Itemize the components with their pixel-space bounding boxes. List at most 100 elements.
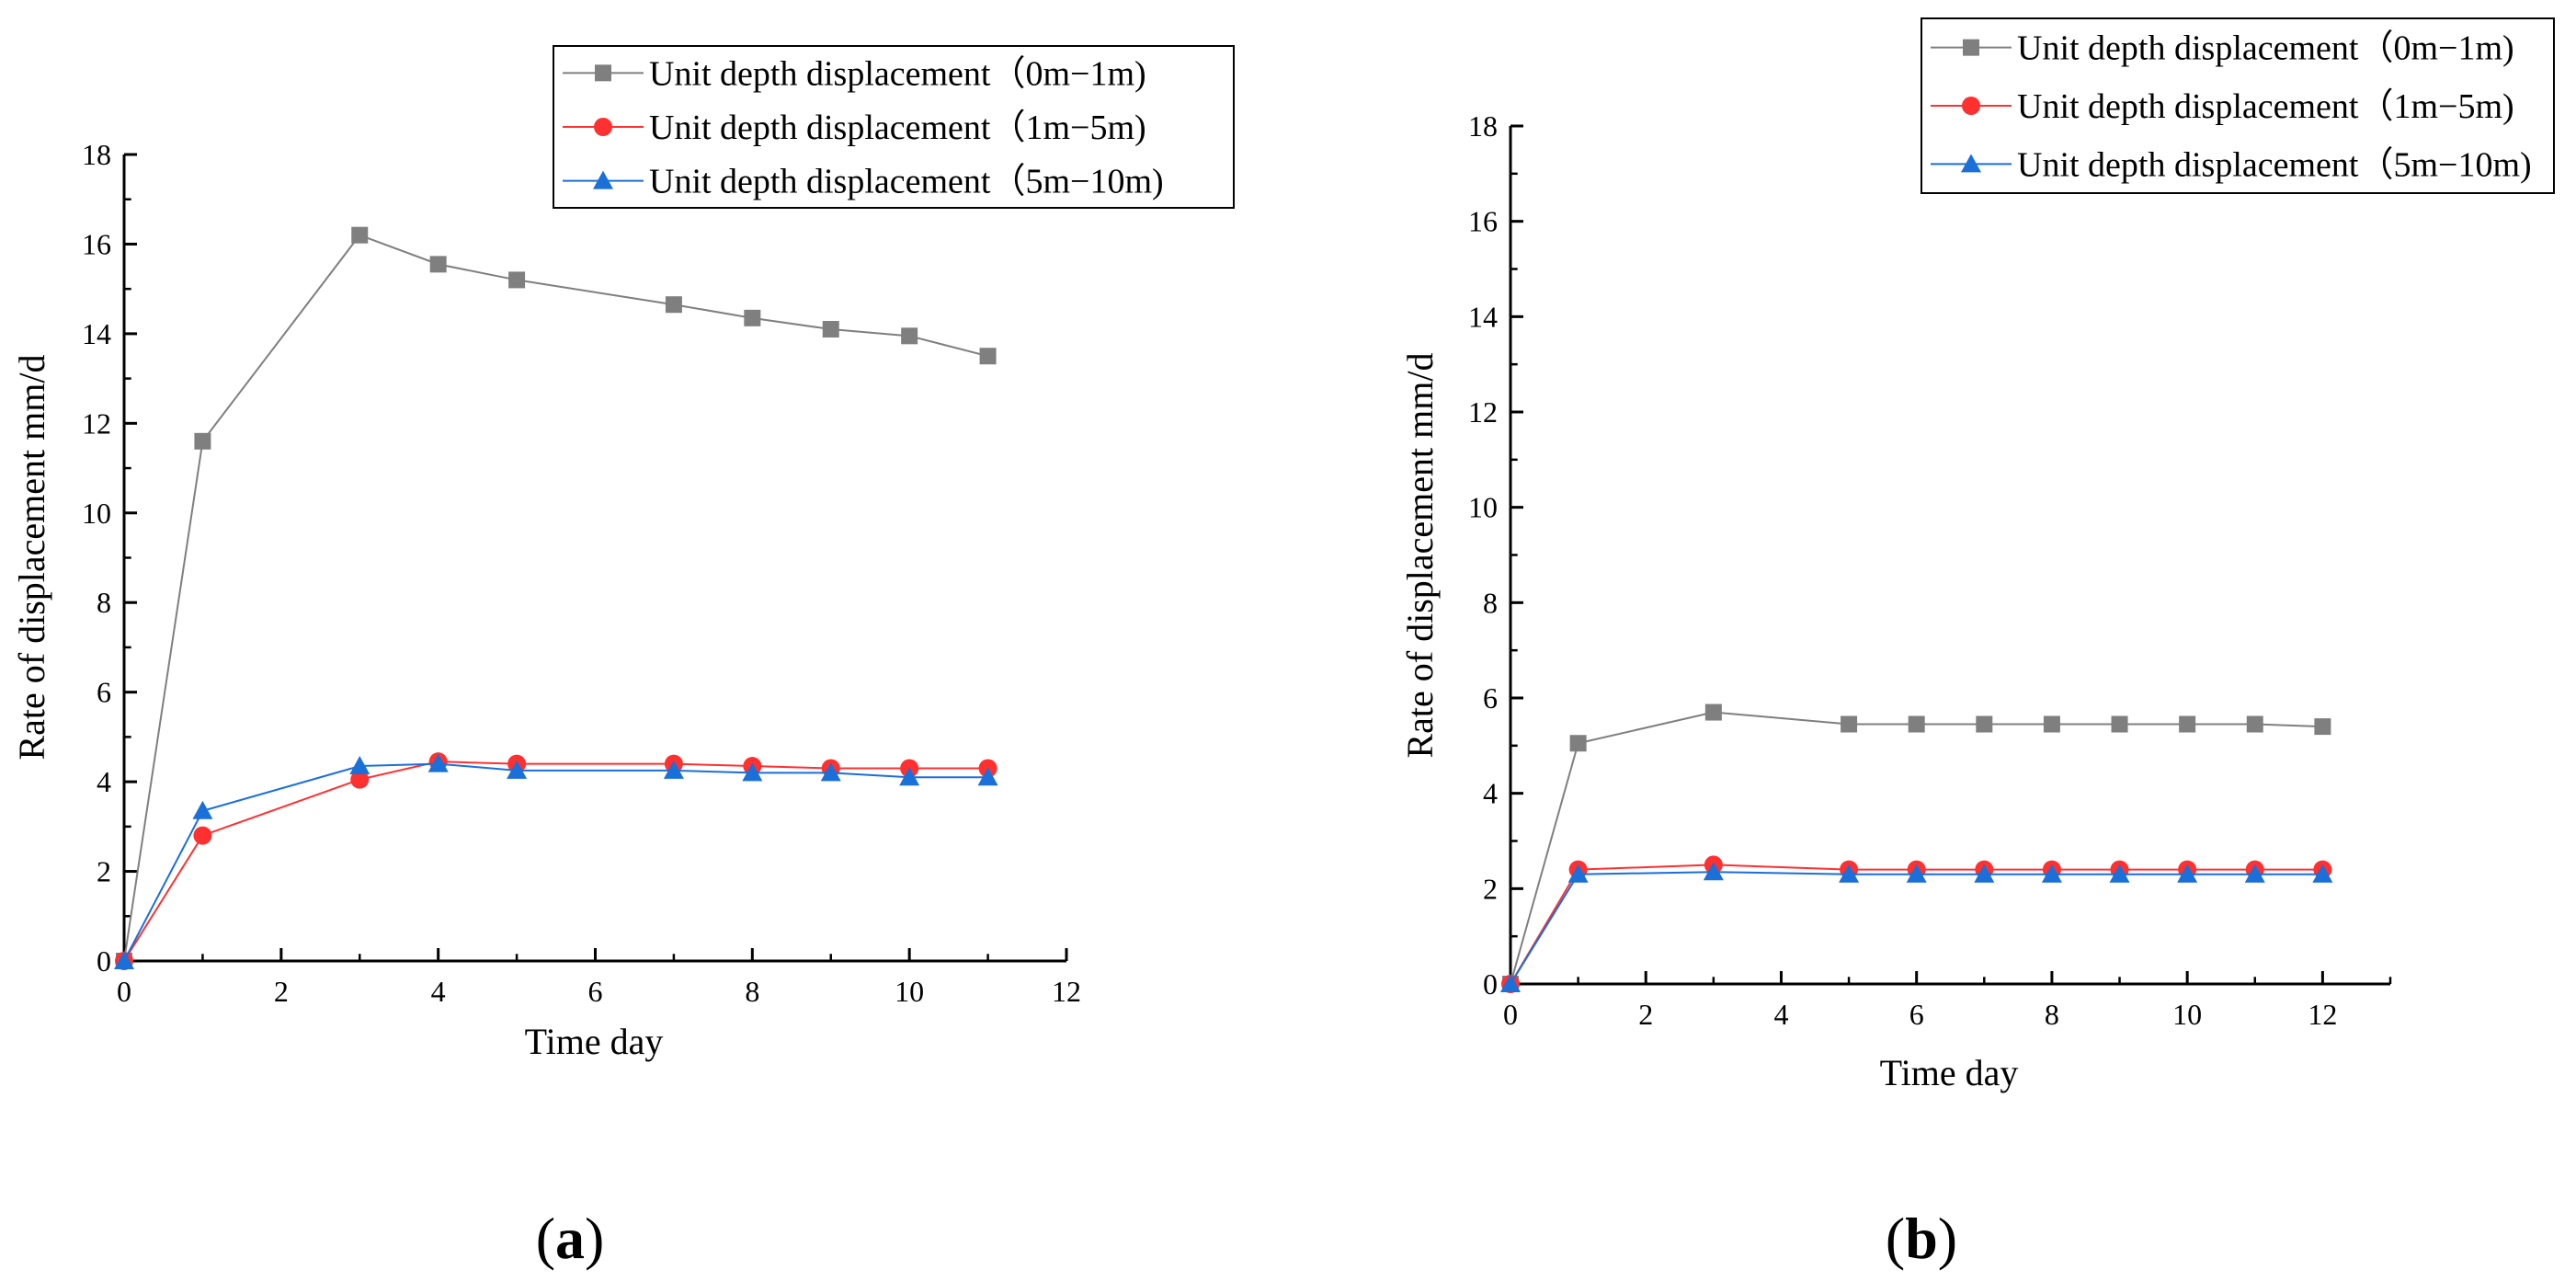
- data-point: [1704, 703, 1722, 721]
- y-tick-label: 16: [1468, 205, 1498, 238]
- legend-item: Unit depth displacement（0m−1m): [563, 54, 1146, 93]
- series-1: [1502, 703, 2331, 992]
- data-point: [1841, 715, 1858, 733]
- legend-label: Unit depth displacement（1m−5m): [2017, 87, 2514, 126]
- y-tick-label: 8: [97, 586, 111, 619]
- legend-label: Unit depth displacement（0m−1m): [649, 54, 1146, 93]
- data-point: [2312, 864, 2333, 883]
- x-tick-label: 2: [274, 975, 289, 1008]
- panel-label-paren: (: [1886, 1206, 1905, 1271]
- y-tick-label: 6: [1483, 681, 1498, 715]
- legend-swatch-marker: [1961, 154, 1981, 173]
- x-tick-label: 6: [588, 975, 603, 1008]
- data-point: [1569, 735, 1587, 752]
- x-tick-label: 12: [2308, 998, 2337, 1031]
- data-point: [822, 321, 839, 338]
- panel-label-paren: ): [585, 1206, 604, 1271]
- legend-label: Unit depth displacement（5m−10m): [2017, 145, 2532, 184]
- data-point: [744, 309, 761, 326]
- data-point: [427, 753, 449, 772]
- x-tick-label: 2: [1638, 998, 1653, 1031]
- data-point: [901, 327, 918, 345]
- chart-panel-a: 0 2 4 6 8 10 12 14 16 18 0 2 4 6 8 10 12 Time day Rate of …: [11, 45, 1235, 1271]
- data-point: [114, 951, 134, 969]
- y-axis-title: Rate of displacement mm/d: [1399, 353, 1441, 759]
- legend-item: Unit depth displacement（0m−1m): [1931, 29, 2514, 68]
- y-tick-label: 12: [82, 406, 111, 440]
- legend-swatch-marker: [593, 170, 613, 189]
- data-point: [1908, 715, 1925, 733]
- legend-swatch-marker: [594, 118, 612, 136]
- y-axis-title: Rate of displacement mm/d: [11, 355, 52, 761]
- panel-label: (a): [536, 1206, 605, 1271]
- data-point: [2246, 715, 2263, 733]
- panel-label-paren: ): [1938, 1206, 1957, 1271]
- series-3: [114, 753, 998, 969]
- data-point: [820, 762, 841, 782]
- data-point: [1500, 974, 1521, 992]
- data-point: [2043, 715, 2060, 733]
- series-line: [123, 761, 988, 962]
- data-point: [977, 767, 998, 786]
- data-point: [507, 760, 528, 779]
- data-point: [2179, 715, 2196, 733]
- x-axis-title: Time day: [1880, 1052, 2019, 1093]
- chart-panel-b: 0 2 4 6 8 10 12 14 16 18 0 2 4 6 8 10 12 Time day Rate of …: [1399, 17, 2555, 1271]
- y-tick-label: 18: [1468, 109, 1498, 143]
- data-point: [663, 760, 684, 779]
- x-axis-title: Time day: [525, 1021, 664, 1062]
- data-point: [2314, 718, 2331, 736]
- legend-label: Unit depth displacement（1m−5m): [649, 109, 1146, 147]
- series-line: [1510, 711, 2323, 985]
- panel-label: (b): [1886, 1206, 1957, 1271]
- y-tick-label: 18: [82, 138, 111, 171]
- y-tick-label: 8: [1483, 586, 1498, 619]
- data-point: [1906, 864, 1927, 883]
- legend-item: Unit depth displacement（1m−5m): [1931, 87, 2514, 126]
- legend-box: [553, 45, 1235, 209]
- legend-item: Unit depth displacement（1m−5m): [563, 109, 1146, 147]
- legend: Unit depth displacement（0m−1m) Unit depth…: [1921, 17, 2555, 194]
- series-line: [1510, 871, 2323, 985]
- data-point: [665, 296, 682, 314]
- data-point: [429, 256, 447, 273]
- data-point: [2244, 864, 2265, 883]
- data-point: [2177, 864, 2198, 883]
- y-tick-label: 14: [1468, 300, 1498, 333]
- legend-swatch-marker: [595, 64, 611, 82]
- x-tick-label: 4: [431, 975, 446, 1008]
- y-tick-label: 10: [1468, 491, 1498, 524]
- x-tick-label: 8: [2045, 998, 2059, 1031]
- data-point: [1974, 864, 1995, 883]
- data-point: [742, 762, 763, 782]
- y-tick-label: 6: [97, 676, 111, 709]
- x-tick-label: 10: [2172, 998, 2202, 1031]
- legend-box: [1921, 17, 2555, 194]
- data-point: [1703, 862, 1724, 881]
- data-point: [2111, 715, 2128, 733]
- data-point: [899, 767, 920, 786]
- data-point: [2041, 864, 2062, 883]
- x-tick-label: 0: [1503, 998, 1518, 1031]
- data-point: [351, 226, 369, 244]
- data-point: [979, 348, 997, 365]
- x-tick-label: 10: [895, 975, 924, 1008]
- data-point: [194, 432, 211, 450]
- x-tick-label: 0: [117, 975, 131, 1008]
- data-point: [1976, 715, 1993, 733]
- series-line: [123, 234, 988, 962]
- x-tick-label: 4: [1773, 998, 1788, 1031]
- y-tick-label: 2: [97, 855, 111, 888]
- y-tick-label: 14: [82, 317, 111, 350]
- legend-swatch-marker: [1963, 39, 1979, 56]
- y-tick-label: 0: [97, 944, 111, 978]
- series-3: [1500, 862, 2333, 992]
- series-2: [115, 752, 997, 970]
- data-point: [2109, 864, 2130, 883]
- data-point: [349, 756, 370, 775]
- legend-label: Unit depth displacement（5m−10m): [649, 163, 1164, 201]
- y-tick-label: 16: [82, 227, 111, 260]
- panel-label-letter: a: [555, 1206, 585, 1271]
- x-tick-label: 8: [745, 975, 759, 1008]
